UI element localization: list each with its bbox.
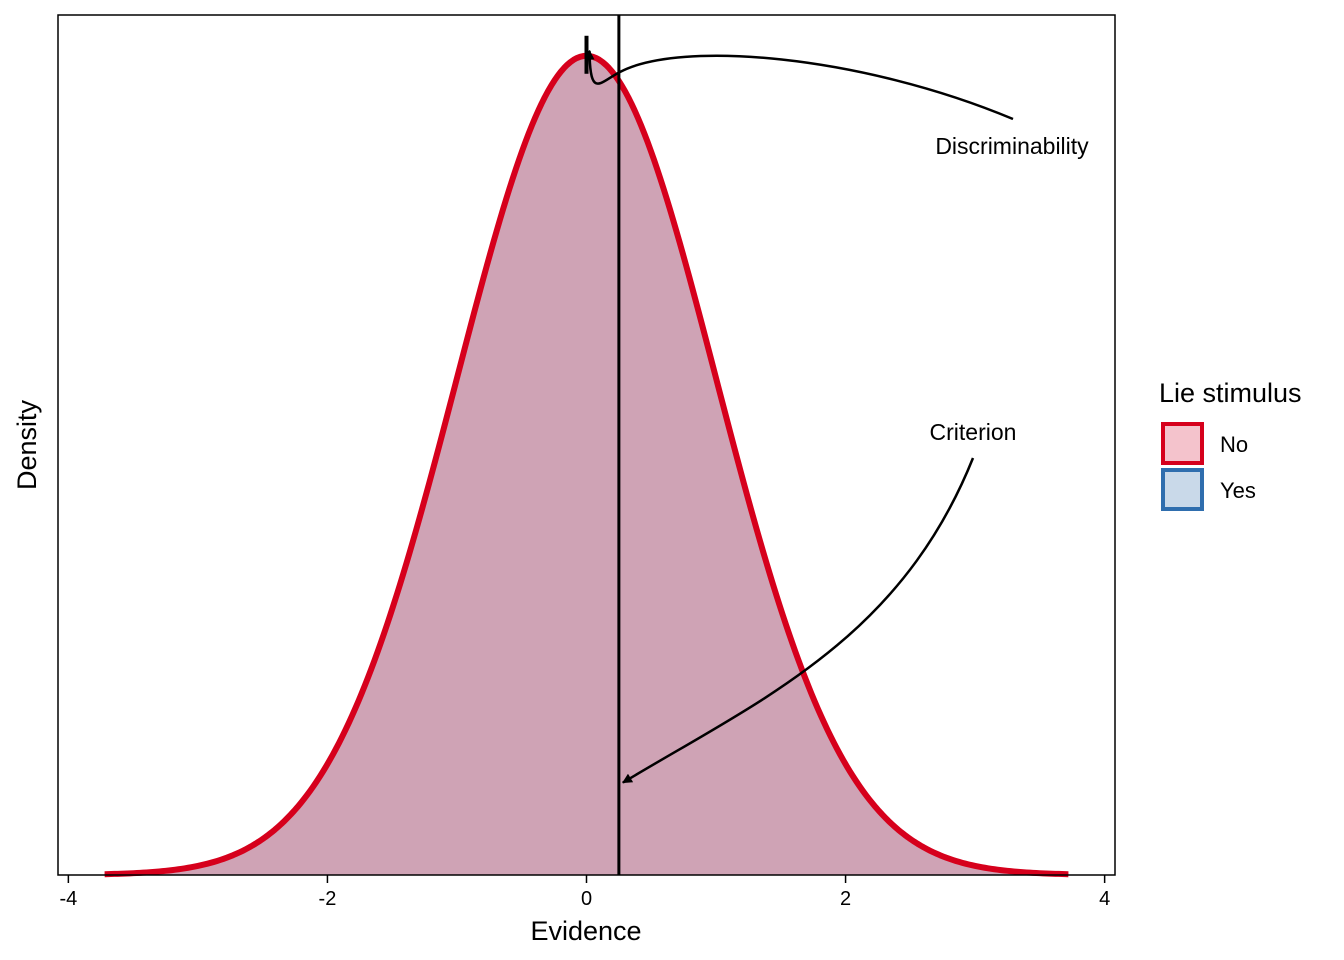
legend-label-no: No xyxy=(1220,432,1248,457)
legend-label-yes: Yes xyxy=(1220,478,1256,503)
legend-key-yes xyxy=(1161,468,1204,511)
criterion-annotation: Criterion xyxy=(930,419,1017,445)
y-axis-title: Density xyxy=(12,399,42,490)
legend-key-no xyxy=(1161,422,1204,465)
criterion-arrow xyxy=(622,457,975,784)
x-tick-label: -4 xyxy=(59,888,77,910)
discriminability-annotation: Discriminability xyxy=(935,133,1089,159)
x-tick-label: 2 xyxy=(840,888,851,910)
density-fill-no xyxy=(104,55,1069,875)
discriminability-arrow xyxy=(584,49,1014,121)
legend-title: Lie stimulus xyxy=(1159,378,1302,408)
x-axis-title: Evidence xyxy=(530,916,641,946)
legend: Lie stimulus No Yes xyxy=(1159,378,1302,511)
x-tick-label: -2 xyxy=(319,888,337,910)
x-tick-label: 0 xyxy=(581,888,592,910)
x-axis: -4 -2 0 2 4 xyxy=(59,875,1110,910)
x-tick-label: 4 xyxy=(1099,888,1110,910)
